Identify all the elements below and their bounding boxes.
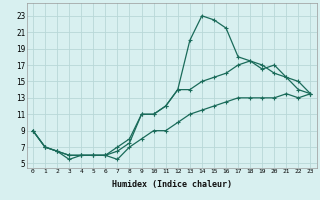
X-axis label: Humidex (Indice chaleur): Humidex (Indice chaleur) [112, 180, 232, 189]
